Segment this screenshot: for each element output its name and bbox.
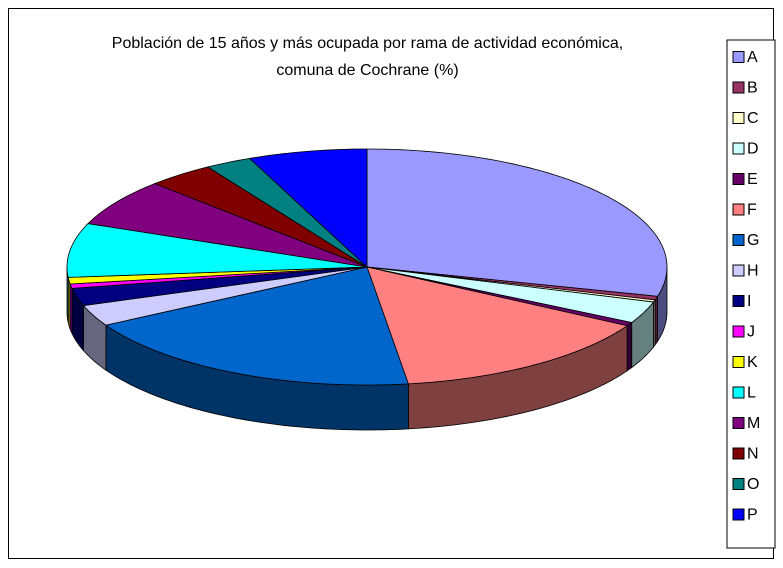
legend-label: H <box>747 263 759 280</box>
slice <box>366 148 668 297</box>
slice-side <box>626 321 633 372</box>
legend-label: B <box>747 80 758 97</box>
legend-swatch <box>732 447 745 460</box>
legend-label: J <box>747 324 755 341</box>
legend-swatch <box>732 386 745 399</box>
legend-label: O <box>747 476 759 493</box>
slice <box>71 266 368 306</box>
slice <box>82 266 368 326</box>
slice <box>206 157 368 268</box>
legend-swatch <box>732 295 745 307</box>
legend-label: P <box>747 507 758 524</box>
legend-label: A <box>747 49 758 66</box>
legend-label: D <box>747 141 759 158</box>
legend-label: G <box>747 232 759 249</box>
slice <box>248 148 368 268</box>
legend-box <box>726 39 776 549</box>
slice <box>87 183 368 268</box>
slice <box>366 266 655 323</box>
legend-swatch <box>732 508 745 521</box>
legend-label: C <box>747 110 759 127</box>
legend-swatch <box>732 356 745 368</box>
chart-title: Población de 15 años y más ocupada por r… <box>111 35 624 79</box>
legend-swatch <box>732 173 745 185</box>
slice <box>66 223 368 278</box>
legend-label: M <box>747 415 760 432</box>
legend-swatch <box>732 51 745 63</box>
legend-swatch <box>732 234 745 246</box>
slice <box>153 166 368 268</box>
slice <box>104 266 409 386</box>
legend-swatch <box>732 417 745 429</box>
slice <box>366 266 629 385</box>
legend-swatch <box>732 325 745 338</box>
legend-swatch <box>732 203 745 216</box>
legend-swatch <box>732 112 745 124</box>
legend-swatch <box>732 478 745 490</box>
legend-swatch <box>732 81 745 94</box>
legend-label: E <box>747 171 758 188</box>
legend-swatch <box>732 142 745 155</box>
legend-swatch <box>732 264 745 277</box>
legend-label: N <box>747 446 759 463</box>
legend-label: F <box>747 202 757 219</box>
legend-label: I <box>747 293 751 310</box>
legend-label: L <box>747 385 756 402</box>
legend-label: K <box>747 354 758 371</box>
